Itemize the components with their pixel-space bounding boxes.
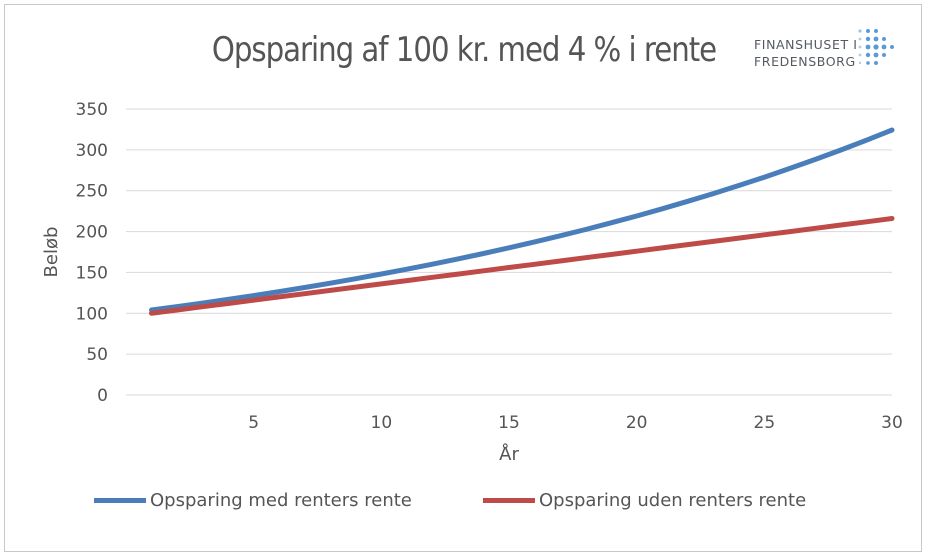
chart-frame — [4, 4, 922, 552]
x-tick-label-15: 15 — [498, 413, 520, 433]
legend-swatch-compound — [94, 498, 146, 503]
x-tick-label-10: 10 — [371, 413, 393, 433]
x-tick-label-20: 20 — [626, 413, 648, 433]
x-axis-ticks: 5 10 15 20 25 30 — [248, 413, 903, 433]
chart-title: Opsparing af 100 kr. med 4 % i rente — [211, 30, 717, 70]
legend-item-simple: Opsparing uden renters rente — [483, 490, 806, 511]
brand-dots-icon — [858, 29, 894, 65]
brand-name-line1: FINANSHUSET I — [754, 37, 858, 52]
legend-label-compound: Opsparing med renters rente — [150, 490, 412, 511]
brand-logo-text: FINANSHUSET I FREDENSBORG — [754, 36, 858, 70]
legend: Opsparing med renters rente Opsparing ud… — [0, 490, 928, 514]
y-tick-label-250: 250 — [76, 182, 108, 202]
y-tick-label-300: 300 — [76, 141, 108, 161]
y-tick-label-100: 100 — [76, 304, 108, 324]
x-tick-label-5: 5 — [248, 413, 259, 433]
y-tick-label-350: 350 — [76, 100, 108, 120]
series-lines — [149, 127, 895, 316]
legend-label-simple: Opsparing uden renters rente — [539, 490, 807, 511]
gridlines — [126, 108, 892, 396]
brand-name-line2: FREDENSBORG — [754, 54, 856, 69]
y-tick-label-200: 200 — [76, 223, 108, 243]
series-line-0 — [149, 127, 895, 313]
y-tick-label-50: 50 — [86, 345, 108, 365]
x-tick-label-30: 30 — [881, 413, 903, 433]
x-tick-label-25: 25 — [754, 413, 776, 433]
y-tick-label-0: 0 — [97, 386, 108, 406]
series-line-1 — [149, 216, 895, 316]
y-tick-label-150: 150 — [76, 263, 108, 283]
y-axis-label: Beløb — [41, 227, 62, 278]
x-axis-label: År — [499, 443, 519, 465]
legend-swatch-simple — [483, 498, 535, 503]
y-axis-ticks: 0 50 100 150 200 250 300 350 — [76, 100, 108, 406]
legend-item-compound: Opsparing med renters rente — [94, 490, 412, 511]
